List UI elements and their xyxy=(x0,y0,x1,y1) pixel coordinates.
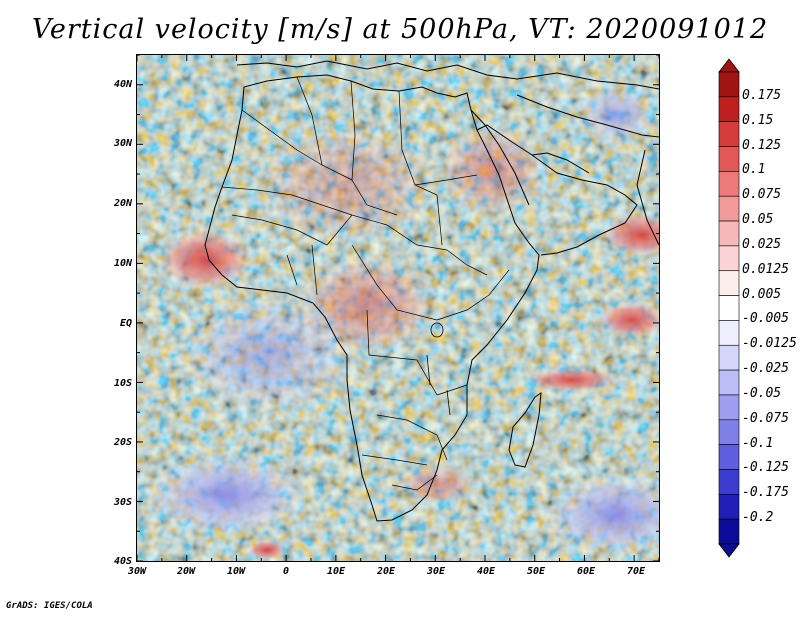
ascent-region-arabian-sea xyxy=(602,213,659,257)
lon-label-10w: 10W xyxy=(226,566,246,577)
chart-title: Vertical velocity [m/s] at 500hPa, VT: 2… xyxy=(31,14,769,45)
colorbar-swatch xyxy=(718,71,740,98)
coastlines xyxy=(204,60,659,522)
colorbar-label: 0.075 xyxy=(742,187,782,203)
colorbar-swatch xyxy=(718,146,740,172)
colorbar-label: 0.1 xyxy=(742,162,766,178)
colorbar-label: 0.005 xyxy=(742,286,782,302)
colorbar-label: 0.0125 xyxy=(742,261,789,277)
colorbar-swatch xyxy=(718,295,740,321)
credit-text: GrADS: IGES/COLA xyxy=(6,601,93,611)
colorbar-label: 0.125 xyxy=(742,137,782,153)
map-plot-area xyxy=(136,54,660,562)
lat-label-40n: 40N xyxy=(113,79,132,90)
colorbar-min-arrow xyxy=(718,543,740,558)
colorbar-label: -0.025 xyxy=(742,361,789,377)
persian-gulf-coast xyxy=(531,152,590,174)
colorbar-swatch xyxy=(718,518,740,545)
colorbar-label: 0.15 xyxy=(742,112,774,128)
colorbar-label: -0.075 xyxy=(742,410,789,426)
colorbar-swatch xyxy=(718,195,740,222)
ascent-band-south-indian-ocean xyxy=(527,368,617,392)
colorbar-label: -0.005 xyxy=(742,311,789,327)
india-coast xyxy=(636,149,659,246)
colorbar-swatch xyxy=(718,444,740,470)
descent-region-iran xyxy=(577,85,657,145)
colorbar-swatch xyxy=(718,394,740,421)
lake-tanganyika xyxy=(426,354,431,386)
ascent-region-sahara xyxy=(257,125,437,245)
lon-label-20e: 20E xyxy=(376,566,396,577)
country-borders xyxy=(221,76,510,491)
colorbar-swatch xyxy=(718,270,740,296)
lat-label-10s: 10S xyxy=(113,378,132,389)
colorbar xyxy=(718,58,740,558)
ascent-region-west-africa xyxy=(159,230,251,290)
europe-coast xyxy=(236,60,659,90)
colorbar-label: -0.175 xyxy=(742,485,789,501)
colorbar-max-arrow xyxy=(718,58,740,73)
colorbar-swatch xyxy=(718,494,740,520)
colorbar-label: -0.125 xyxy=(742,460,789,476)
lon-label-30e: 30E xyxy=(426,566,446,577)
red-sea-coast xyxy=(470,109,530,206)
lat-label-30n: 30N xyxy=(113,138,132,149)
descent-region-gulf-of-guinea xyxy=(177,295,357,415)
colorbar-swatch xyxy=(718,344,740,371)
colorbar-swatch xyxy=(718,469,740,495)
africa-coastline xyxy=(204,74,540,522)
lon-label-60e: 60E xyxy=(576,566,596,577)
lon-label-50e: 50E xyxy=(526,566,546,577)
colorbar-label: 0.025 xyxy=(742,236,782,252)
map-field xyxy=(137,55,659,561)
colorbar-label: 0.05 xyxy=(742,212,774,228)
lon-label-20w: 20W xyxy=(176,566,196,577)
lon-label-10e: 10E xyxy=(326,566,346,577)
lake-malawi xyxy=(446,389,451,416)
ascent-region-indian-ocean xyxy=(598,302,659,338)
colorbar-swatch xyxy=(718,320,740,346)
colorbar-label: -0.05 xyxy=(742,385,782,401)
madagascar-coastline xyxy=(508,392,542,468)
lon-label-0: 0 xyxy=(282,566,290,577)
colorbar-swatch xyxy=(718,419,740,445)
colorbar-label: -0.0125 xyxy=(742,336,797,352)
colorbar-swatch xyxy=(718,369,740,396)
colorbar-label: -0.2 xyxy=(742,510,774,526)
lon-label-30w: 30W xyxy=(127,566,147,577)
colorbar-swatch xyxy=(718,96,740,122)
lake-victoria xyxy=(430,322,444,338)
colorbar-swatch xyxy=(718,171,740,197)
lon-label-70e: 70E xyxy=(626,566,646,577)
lat-label-10n: 10N xyxy=(113,258,132,269)
descent-region-south-atlantic xyxy=(147,455,307,535)
ascent-region-arabia xyxy=(437,125,547,215)
colorbar-label: 0.175 xyxy=(742,87,782,103)
lat-label-eq: EQ xyxy=(119,318,132,329)
lon-label-40e: 40E xyxy=(476,566,496,577)
lat-label-40s: 40S xyxy=(113,556,132,567)
lat-label-20n: 20N xyxy=(113,198,132,209)
arabia-coastline xyxy=(476,124,638,256)
colorbar-swatch xyxy=(718,220,740,247)
ascent-region-south-africa-coast xyxy=(397,465,477,505)
frame-ticks xyxy=(137,55,659,561)
iran-coast xyxy=(516,94,659,138)
lat-label-20s: 20S xyxy=(113,437,132,448)
colorbar-swatch xyxy=(718,245,740,272)
lat-label-30s: 30S xyxy=(113,497,132,508)
lakes xyxy=(426,322,451,416)
descent-region-southern-ocean xyxy=(547,475,659,555)
colorbar-label: -0.1 xyxy=(742,435,774,451)
colorbar-swatch xyxy=(718,121,740,147)
ascent-spot-southwest xyxy=(247,540,287,560)
